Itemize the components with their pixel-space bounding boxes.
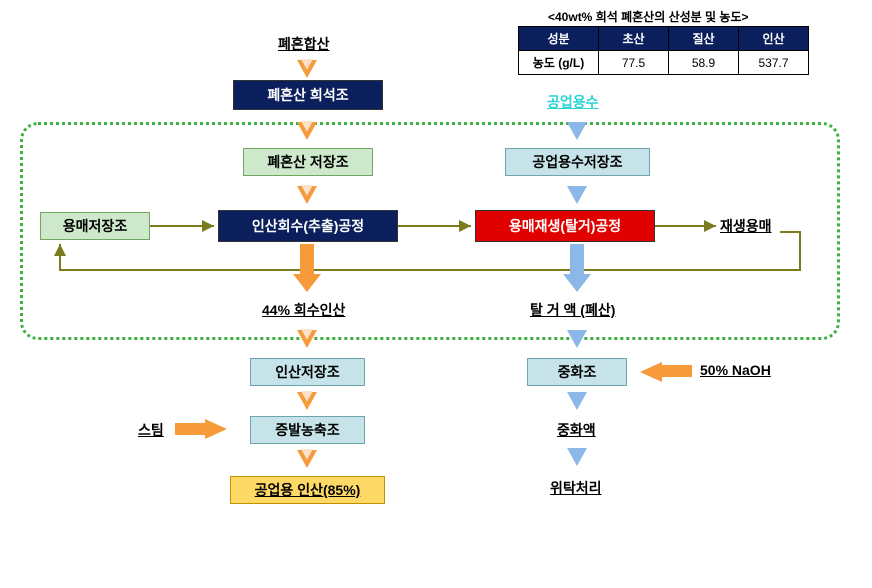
arrow-13 [567, 448, 587, 466]
arrow-7 [566, 244, 588, 292]
steam-label: 스팀 [138, 420, 164, 440]
product-box: 공업용 인산(85%) [230, 476, 385, 504]
arrow-steam-stem [175, 423, 205, 435]
arrow-naoh [640, 362, 662, 382]
arrow-8 [297, 330, 317, 348]
phos-store-box: 인산저장조 [250, 358, 365, 386]
arrow-11 [567, 392, 587, 410]
neutral-tank-box: 중화조 [527, 358, 627, 386]
arrow-12 [297, 450, 317, 468]
arrow-naoh-stem [662, 365, 692, 377]
recovered-label: 44% 회수인산 [262, 300, 345, 320]
arrow-9 [567, 330, 587, 348]
neutral-liq-label: 중화액 [557, 420, 596, 440]
olive-connectors [0, 0, 872, 588]
arrow-10 [297, 392, 317, 410]
arrow-steam [205, 419, 227, 439]
evap-box: 증발농축조 [250, 416, 365, 444]
naoh-label: 50% NaOH [700, 362, 771, 378]
arrow-6 [296, 244, 318, 292]
strip-liq-label: 탈 거 액 (폐산) [530, 300, 615, 320]
outsource-label: 위탁처리 [550, 478, 602, 498]
